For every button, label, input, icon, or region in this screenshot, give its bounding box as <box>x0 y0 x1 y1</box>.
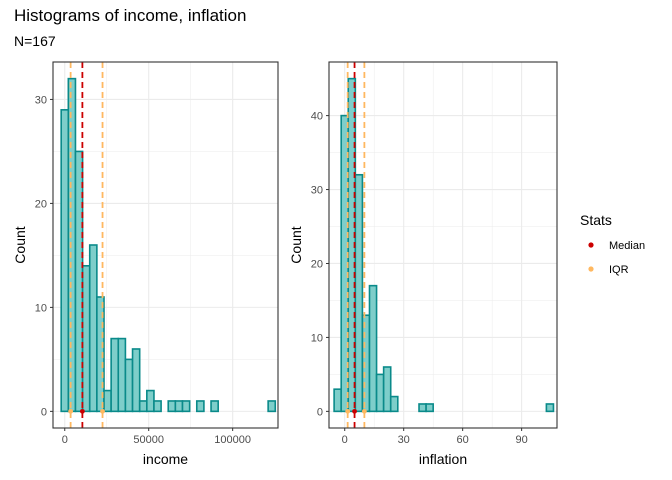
panel-border <box>328 61 558 429</box>
histogram-bar <box>131 348 141 413</box>
histogram-bar <box>425 403 434 413</box>
histogram-bar <box>545 403 555 413</box>
legend-median-dot <box>588 242 594 248</box>
y-axis-title: Count <box>12 226 28 263</box>
histogram-bar <box>117 337 127 413</box>
histogram-bar <box>195 400 205 413</box>
histogram-bar <box>88 244 98 413</box>
legend-label-iqr: IQR <box>609 264 629 276</box>
y-tick-label: 30 <box>311 185 323 197</box>
histogram-bar <box>354 173 364 413</box>
x-tick-label: 90 <box>515 434 527 446</box>
y-tick-label: 0 <box>41 406 47 418</box>
histogram-bar <box>103 389 112 413</box>
histogram-bar <box>181 400 191 413</box>
x-axis-title: income <box>143 451 188 467</box>
histogram-bar <box>368 284 378 413</box>
y-tick-label: 10 <box>311 332 323 344</box>
y-tick-label: 20 <box>35 198 47 210</box>
panel-border <box>52 61 279 429</box>
x-tick-label: 100000 <box>214 434 251 446</box>
histogram-bar <box>333 388 342 413</box>
histogram-bar <box>138 400 148 413</box>
panel-inflation: 0 10 20 30 40 0 30 60 90 inflation Count <box>288 61 558 467</box>
histogram-bar <box>60 109 70 413</box>
y-tick-label: 30 <box>35 94 47 106</box>
chart-title: Histograms of income, inflation <box>14 6 247 25</box>
legend-title: Stats <box>580 212 612 228</box>
histogram-bar <box>174 400 184 413</box>
y-axis-title: Count <box>288 226 304 263</box>
panel-income: 0 10 20 30 0 50000 100000 income Count <box>12 61 279 467</box>
x-tick-label: 0 <box>62 434 68 446</box>
x-tick-label: 0 <box>342 434 348 446</box>
x-tick-label: 60 <box>457 434 469 446</box>
legend: Stats Median IQR <box>580 212 645 276</box>
histogram-bar <box>124 358 134 413</box>
x-tick-label: 30 <box>398 434 410 446</box>
y-tick-label: 40 <box>311 111 323 123</box>
y-tick-label: 10 <box>35 302 47 314</box>
histogram-bar <box>67 77 77 413</box>
histogram-bar <box>375 373 385 413</box>
histogram-bar <box>382 366 392 413</box>
histogram-bar <box>146 389 155 413</box>
iqr-point <box>345 408 351 414</box>
legend-iqr-dot <box>588 266 594 272</box>
median-point <box>79 408 85 414</box>
histogram-bar <box>361 314 371 413</box>
chart-subtitle: N=167 <box>14 33 56 49</box>
y-tick-label: 20 <box>311 258 323 270</box>
iqr-point <box>100 408 105 414</box>
histogram-bar <box>153 400 162 413</box>
y-tick-label: 0 <box>317 406 323 418</box>
histogram-bar <box>81 264 91 413</box>
iqr-point <box>68 408 74 414</box>
histogram-bar <box>418 403 427 413</box>
histogram-bar <box>110 337 120 413</box>
iqr-point <box>361 408 367 414</box>
x-axis-title: inflation <box>419 451 467 467</box>
legend-label-median: Median <box>609 240 645 252</box>
median-point <box>352 408 357 414</box>
histogram-bar <box>210 400 219 413</box>
histogram-bar <box>267 400 277 413</box>
histogram-bar <box>389 395 399 413</box>
x-tick-label: 50000 <box>133 434 164 446</box>
histogram-bar <box>167 400 177 413</box>
